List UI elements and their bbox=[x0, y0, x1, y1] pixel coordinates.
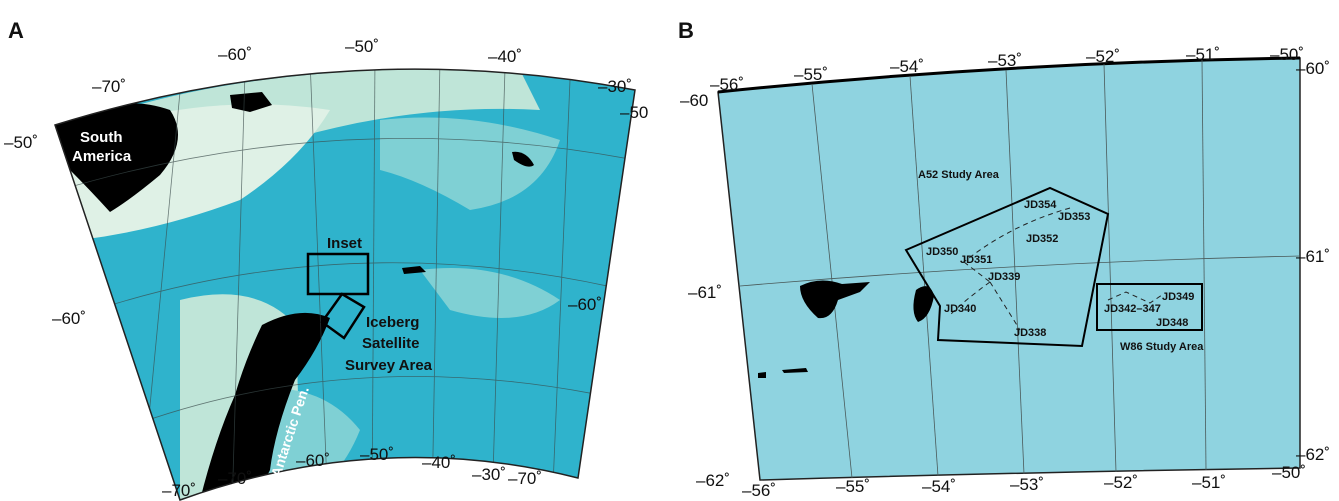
b-bottom-tick-4: –53˚ bbox=[1010, 475, 1044, 494]
b-right-tick-1: –60˚ bbox=[1296, 59, 1330, 78]
b-top-tick-3: –54˚ bbox=[890, 57, 924, 76]
b-right-tick-3: –62˚ bbox=[1296, 445, 1330, 464]
a-right-tick-1: –50 bbox=[620, 103, 648, 122]
b-bottom-tick-6: –51˚ bbox=[1192, 473, 1226, 492]
b-top-tick-5: –52˚ bbox=[1086, 47, 1120, 66]
antarctic-peninsula-land bbox=[200, 312, 330, 500]
graticule-b bbox=[739, 59, 1301, 479]
small-island-2 bbox=[758, 372, 766, 378]
panel-a-letter: A bbox=[8, 18, 24, 43]
b-top-tick-7: –50˚ bbox=[1270, 45, 1304, 64]
a52-study-polygon bbox=[904, 186, 1110, 348]
shallow-patch-2 bbox=[420, 268, 560, 318]
iceberg-tracks bbox=[949, 207, 1163, 331]
jd339-label: JD339 bbox=[988, 271, 1020, 283]
w86-study-label: W86 Study Area bbox=[1120, 341, 1204, 353]
panel-b-ocean bbox=[717, 57, 1301, 481]
jd349-label: JD349 bbox=[1162, 291, 1194, 303]
small-island-1 bbox=[782, 368, 808, 373]
a-left-tick-1: –50˚ bbox=[4, 133, 38, 152]
a-top-tick-5: –30˚ bbox=[598, 77, 632, 96]
a-right-tick-bottom: –70˚ bbox=[508, 469, 542, 488]
clarence-island bbox=[913, 286, 934, 322]
iceberg-label-3: Survey Area bbox=[345, 357, 433, 374]
b-left-tick-2: –61˚ bbox=[688, 283, 722, 302]
a-bottom-tick-5: –40˚ bbox=[422, 453, 456, 472]
panel-a-frame bbox=[54, 68, 636, 501]
a-top-tick-3: –50˚ bbox=[345, 37, 379, 56]
panel-b-map bbox=[717, 56, 1301, 481]
a-bottom-tick-3: –60˚ bbox=[296, 451, 330, 470]
b-bottom-tick-3: –54˚ bbox=[922, 477, 956, 496]
iceberg-label-2: Satellite bbox=[362, 335, 420, 352]
a-top-tick-2: –60˚ bbox=[218, 45, 252, 64]
falklands-land bbox=[230, 92, 272, 112]
iceberg-survey-box bbox=[320, 292, 366, 340]
b-bottom-tick-7: –50˚ bbox=[1272, 463, 1306, 482]
b-left-tick-1: –60 bbox=[680, 91, 708, 110]
a-top-tick-1: –70˚ bbox=[92, 77, 126, 96]
shallow-patch-1 bbox=[380, 117, 560, 210]
iceberg-label-1: Iceberg bbox=[366, 314, 419, 331]
south-america-land bbox=[55, 102, 178, 212]
graticule-a bbox=[59, 69, 635, 500]
panel-b-top-border bbox=[717, 56, 1301, 94]
panel-a-map bbox=[54, 68, 636, 501]
a-left-tick-2: –60˚ bbox=[52, 309, 86, 328]
south-orkney-land bbox=[402, 266, 426, 274]
jd340-label: JD340 bbox=[944, 303, 976, 315]
south-america-label-1: South bbox=[80, 129, 123, 146]
a-bottom-tick-1: –70˚ bbox=[162, 481, 196, 500]
a-right-tick-2: –60˚ bbox=[568, 295, 602, 314]
panel-b-letter: B bbox=[678, 18, 694, 43]
south-georgia-land bbox=[512, 151, 534, 167]
jd338-label: JD338 bbox=[1014, 327, 1046, 339]
a-bottom-tick-6: –30˚ bbox=[472, 465, 506, 484]
w86-study-box bbox=[1096, 283, 1203, 331]
a52-study-label: A52 Study Area bbox=[918, 169, 1000, 181]
b-top-tick-6: –51˚ bbox=[1186, 45, 1220, 64]
jd354-label: JD354 bbox=[1024, 199, 1057, 211]
jd350-label: JD350 bbox=[926, 246, 958, 258]
a-bottom-tick-2: –70˚ bbox=[218, 469, 252, 488]
inset-label: Inset bbox=[327, 235, 362, 252]
b-top-tick-4: –53˚ bbox=[988, 51, 1022, 70]
a-bottom-tick-4: –50˚ bbox=[360, 445, 394, 464]
b-bottom-tick-1: –56˚ bbox=[742, 481, 776, 500]
jd352-label: JD352 bbox=[1026, 233, 1058, 245]
inset-box bbox=[306, 252, 370, 296]
b-top-tick-2: –55˚ bbox=[794, 65, 828, 84]
a-top-tick-4: –40˚ bbox=[488, 47, 522, 66]
jd351-label: JD351 bbox=[960, 254, 992, 266]
b-bottom-tick-5: –52˚ bbox=[1104, 473, 1138, 492]
jd342-label: JD342–347 bbox=[1104, 303, 1161, 315]
jd348-label: JD348 bbox=[1156, 317, 1188, 329]
b-left-tick-3: –62˚ bbox=[696, 471, 730, 490]
elephant-island bbox=[800, 280, 870, 319]
b-bottom-tick-2: –55˚ bbox=[836, 477, 870, 496]
south-america-label-2: America bbox=[72, 148, 132, 165]
jd353-label: JD353 bbox=[1058, 211, 1090, 223]
b-right-tick-2: –61˚ bbox=[1296, 247, 1330, 266]
b-top-tick-1: –56˚ bbox=[710, 75, 744, 94]
